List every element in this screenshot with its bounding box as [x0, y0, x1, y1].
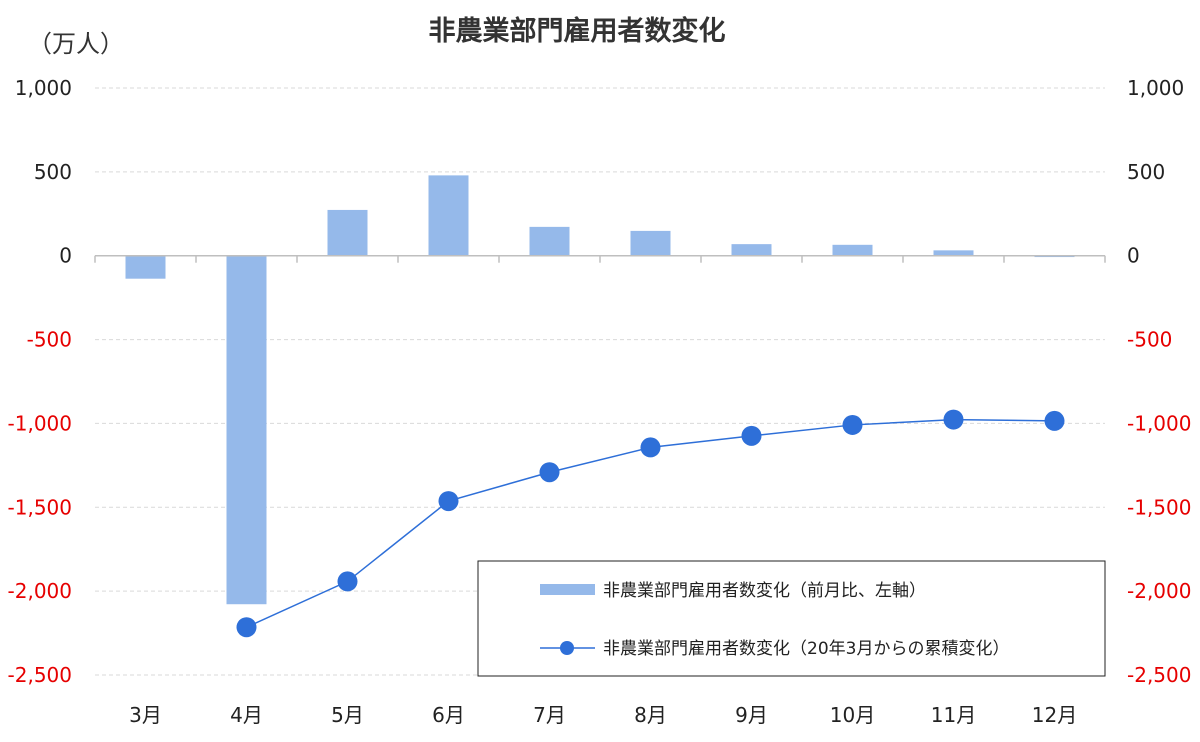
x-tick-label: 7月	[533, 703, 566, 727]
series-point	[236, 617, 257, 638]
series-point	[741, 425, 762, 446]
bar	[933, 250, 974, 256]
bar	[226, 255, 267, 605]
x-tick-label: 3月	[129, 703, 162, 727]
series-point	[640, 437, 661, 458]
y-right-tick-label: 0	[1127, 244, 1140, 268]
y-right-tick-label: -2,000	[1127, 579, 1191, 603]
y-left-tick-label: 1,000	[15, 76, 72, 100]
legend-box	[477, 560, 1106, 677]
y-right-tick-label: 1,000	[1127, 76, 1184, 100]
legend-label: 非農業部門雇用者数変化（20年3月からの累積変化）	[603, 639, 1009, 659]
unit-label: （万人）	[28, 30, 124, 58]
legend-point-swatch	[560, 641, 574, 655]
y-right-tick-label: -500	[1127, 328, 1172, 352]
x-tick-label: 9月	[735, 703, 768, 727]
y-left-tick-label: -500	[27, 328, 72, 352]
x-tick-label: 10月	[830, 703, 875, 727]
bar	[428, 175, 469, 256]
series-point	[539, 462, 560, 483]
x-tick-label: 5月	[331, 703, 364, 727]
bar	[529, 226, 570, 256]
x-tick-label: 11月	[931, 703, 976, 727]
legend-label: 非農業部門雇用者数変化（前月比、左軸）	[603, 581, 926, 601]
y-right-tick-label: -1,000	[1127, 411, 1191, 435]
x-tick-label: 6月	[432, 703, 465, 727]
x-tick-label: 4月	[230, 703, 263, 727]
series-point	[337, 571, 358, 592]
series-point	[1044, 410, 1065, 431]
bar	[630, 230, 671, 256]
y-left-tick-label: 0	[59, 244, 72, 268]
x-tick-label: 8月	[634, 703, 667, 727]
y-left-tick-label: -2,000	[8, 579, 72, 603]
series-point	[438, 491, 459, 512]
y-right-tick-label: -1,500	[1127, 495, 1191, 519]
bar	[125, 255, 166, 279]
x-tick-label: 12月	[1032, 703, 1077, 727]
y-left-tick-label: -1,000	[8, 411, 72, 435]
bar	[731, 244, 772, 256]
y-left-tick-label: -1,500	[8, 495, 72, 519]
series-point	[943, 409, 964, 430]
y-left-tick-label: -2,500	[8, 663, 72, 687]
bar	[832, 244, 873, 256]
y-right-tick-label: -2,500	[1127, 663, 1191, 687]
y-left-tick-label: 500	[34, 160, 72, 184]
chart-title: 非農業部門雇用者数変化	[429, 15, 726, 47]
series-point	[842, 414, 863, 435]
y-right-tick-label: 500	[1127, 160, 1165, 184]
legend-bar-swatch	[540, 584, 595, 595]
bar	[327, 209, 368, 256]
